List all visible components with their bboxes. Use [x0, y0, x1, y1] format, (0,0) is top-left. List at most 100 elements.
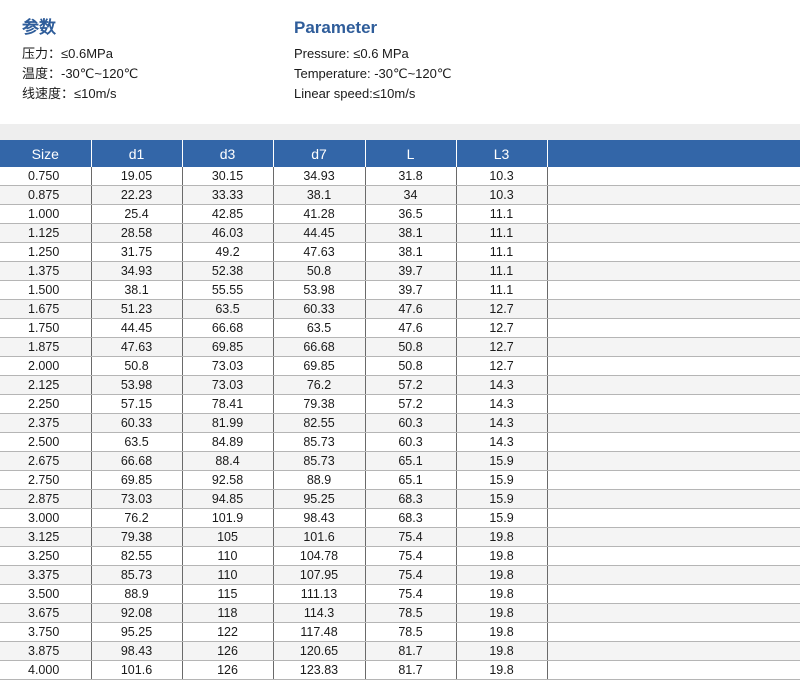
- table-row: 2.250 57.15 78.41 79.38 57.2 14.3: [0, 394, 800, 414]
- cell-d3: 101.9: [182, 508, 274, 528]
- cell-d7: 123.83: [273, 660, 366, 680]
- cell-l3: 19.8: [456, 527, 548, 547]
- parameters-english: Parameter Pressure: ≤0.6 MPa Temperature…: [294, 18, 451, 104]
- cell-d7: 111.13: [273, 584, 366, 604]
- cell-l3: 14.3: [456, 432, 548, 452]
- cell-d1: 73.03: [91, 489, 183, 509]
- cell-d7: 85.73: [273, 451, 366, 471]
- cell-l: 75.4: [365, 584, 457, 604]
- cell-d1: 95.25: [91, 622, 183, 642]
- cell-l: 39.7: [365, 261, 457, 281]
- table-row: 2.125 53.98 73.03 76.2 57.2 14.3: [0, 375, 800, 395]
- cell-d3: 126: [182, 641, 274, 661]
- cell-d1: 57.15: [91, 394, 183, 414]
- table-row: 3.375 85.73 110 107.95 75.4 19.8: [0, 565, 800, 585]
- cell-l3: 14.3: [456, 413, 548, 433]
- parameters-section: 参数 压力：≤0.6MPa 温度：-30℃~120℃ 线速度：≤10m/s Pa…: [0, 0, 800, 120]
- cell-d1: 28.58: [91, 223, 183, 243]
- table-row: 1.250 31.75 49.2 47.63 38.1 11.1: [0, 242, 800, 262]
- size-table: Size d1 d3 d7 L L3 0.750 19.05 30.15 34.93 3…: [0, 140, 800, 680]
- table-row: 2.500 63.5 84.89 85.73 60.3 14.3: [0, 432, 800, 452]
- cell-l: 65.1: [365, 470, 457, 490]
- cell-d7: 117.48: [273, 622, 366, 642]
- cell-size: 2.125: [0, 375, 92, 395]
- cell-d3: 105: [182, 527, 274, 547]
- cell-d7: 66.68: [273, 337, 366, 357]
- cell-size: 3.675: [0, 603, 92, 623]
- cell-size: 1.125: [0, 223, 92, 243]
- cell-l3: 14.3: [456, 375, 548, 395]
- cell-d7: 41.28: [273, 204, 366, 224]
- cell-l3: 11.1: [456, 280, 548, 300]
- cell-blank: [547, 508, 800, 528]
- cell-d7: 69.85: [273, 356, 366, 376]
- table-row: 2.375 60.33 81.99 82.55 60.3 14.3: [0, 413, 800, 433]
- cell-l: 50.8: [365, 337, 457, 357]
- cell-d3: 122: [182, 622, 274, 642]
- cell-l3: 11.1: [456, 261, 548, 281]
- cell-blank: [547, 527, 800, 547]
- cell-blank: [547, 223, 800, 243]
- cell-l: 38.1: [365, 223, 457, 243]
- cell-size: 0.875: [0, 185, 92, 205]
- cell-size: 1.250: [0, 242, 92, 262]
- table-row: 1.500 38.1 55.55 53.98 39.7 11.1: [0, 280, 800, 300]
- cell-d3: 118: [182, 603, 274, 623]
- cell-l3: 10.3: [456, 167, 548, 186]
- cell-d1: 85.73: [91, 565, 183, 585]
- cell-l: 68.3: [365, 508, 457, 528]
- cell-size: 0.750: [0, 167, 92, 186]
- cell-blank: [547, 204, 800, 224]
- cell-d7: 95.25: [273, 489, 366, 509]
- cell-l3: 11.1: [456, 223, 548, 243]
- temperature-en: Temperature: -30℃~120℃: [294, 66, 452, 81]
- cell-d3: 115: [182, 584, 274, 604]
- cell-blank: [547, 394, 800, 414]
- cell-l3: 11.1: [456, 242, 548, 262]
- table-row: 1.375 34.93 52.38 50.8 39.7 11.1: [0, 261, 800, 281]
- cell-d3: 66.68: [182, 318, 274, 338]
- cell-d1: 53.98: [91, 375, 183, 395]
- cell-d1: 51.23: [91, 299, 183, 319]
- cell-l3: 15.9: [456, 470, 548, 490]
- cell-blank: [547, 356, 800, 376]
- cell-size: 1.875: [0, 337, 92, 357]
- table-row: 2.000 50.8 73.03 69.85 50.8 12.7: [0, 356, 800, 376]
- cell-d1: 101.6: [91, 660, 183, 680]
- table-row: 3.125 79.38 105 101.6 75.4 19.8: [0, 527, 800, 547]
- cell-l: 50.8: [365, 356, 457, 376]
- cell-d1: 63.5: [91, 432, 183, 452]
- cell-blank: [547, 451, 800, 471]
- pressure-cn: 压力：≤0.6MPa: [22, 46, 113, 61]
- cell-blank: [547, 432, 800, 452]
- cell-l: 75.4: [365, 546, 457, 566]
- cell-d3: 94.85: [182, 489, 274, 509]
- cell-size: 2.000: [0, 356, 92, 376]
- cell-blank: [547, 470, 800, 490]
- cell-l: 47.6: [365, 299, 457, 319]
- cell-d3: 110: [182, 546, 274, 566]
- cell-blank: [547, 641, 800, 661]
- cell-d7: 104.78: [273, 546, 366, 566]
- cell-d7: 107.95: [273, 565, 366, 585]
- speed-en: Linear speed:≤10m/s: [294, 86, 416, 101]
- cell-l: 78.5: [365, 622, 457, 642]
- cell-l: 60.3: [365, 413, 457, 433]
- parameters-title-cn: 参数: [22, 18, 56, 37]
- cell-l: 75.4: [365, 565, 457, 585]
- cell-l: 57.2: [365, 375, 457, 395]
- cell-d3: 110: [182, 565, 274, 585]
- cell-d3: 81.99: [182, 413, 274, 433]
- cell-d3: 46.03: [182, 223, 274, 243]
- cell-blank: [547, 546, 800, 566]
- cell-l3: 19.8: [456, 546, 548, 566]
- cell-blank: [547, 299, 800, 319]
- cell-l: 31.8: [365, 167, 457, 186]
- table-row: 0.875 22.23 33.33 38.1 34 10.3: [0, 185, 800, 205]
- header-l3: L3: [456, 140, 548, 167]
- table-row: 3.000 76.2 101.9 98.43 68.3 15.9: [0, 508, 800, 528]
- cell-size: 2.500: [0, 432, 92, 452]
- cell-size: 1.375: [0, 261, 92, 281]
- cell-d7: 98.43: [273, 508, 366, 528]
- cell-d7: 50.8: [273, 261, 366, 281]
